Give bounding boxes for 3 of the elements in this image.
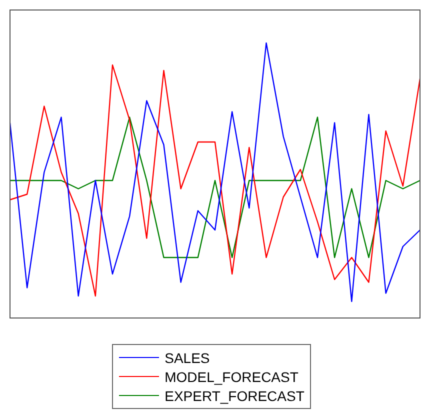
legend-label: MODEL_FORECAST [164,368,298,384]
legend-label: EXPERT_FORECAST [164,388,304,404]
legend-label: SALES [164,350,210,366]
